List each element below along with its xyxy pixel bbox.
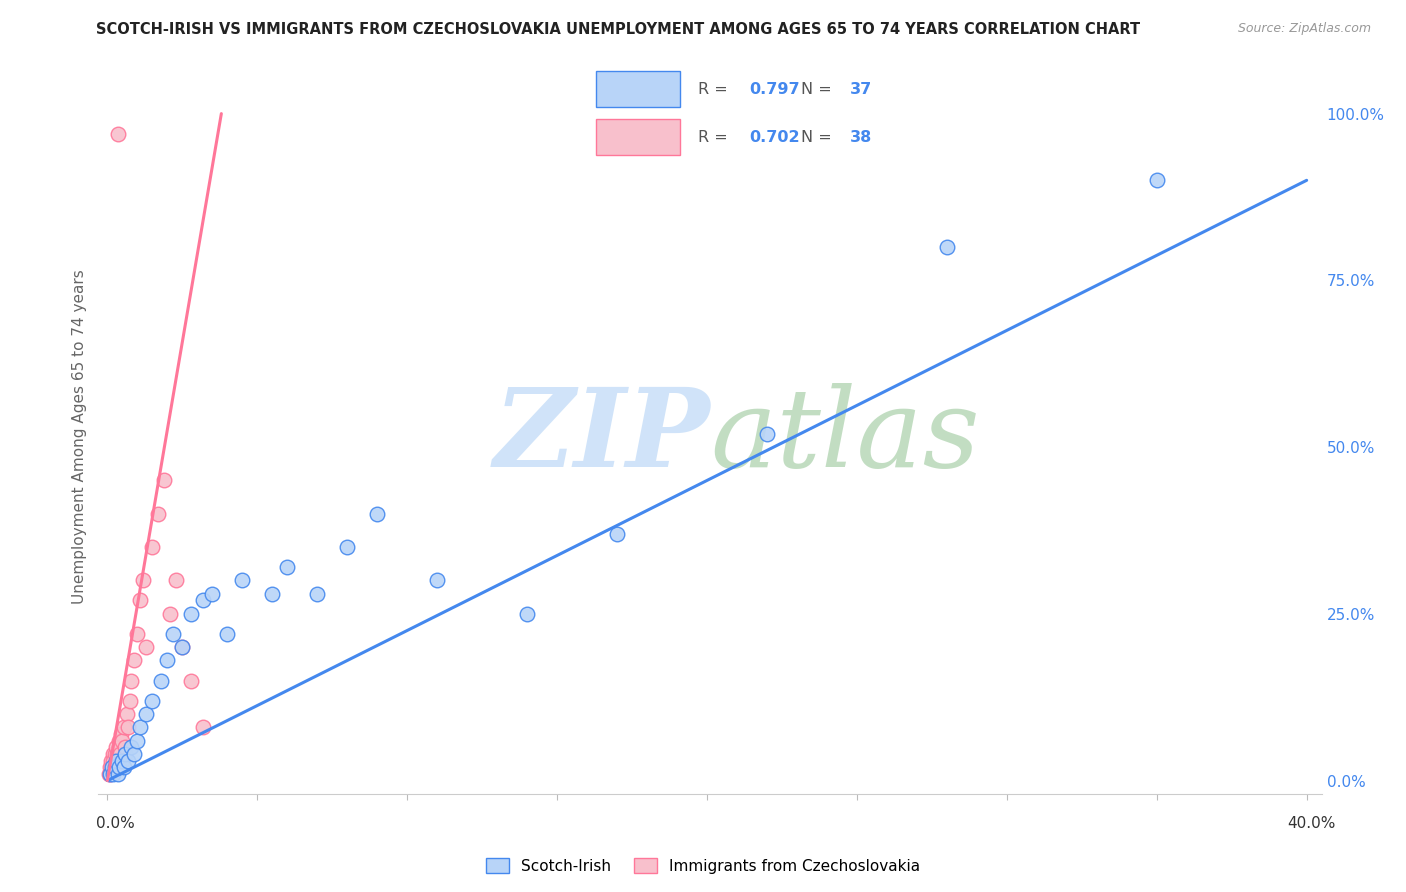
Text: SCOTCH-IRISH VS IMMIGRANTS FROM CZECHOSLOVAKIA UNEMPLOYMENT AMONG AGES 65 TO 74 : SCOTCH-IRISH VS IMMIGRANTS FROM CZECHOSL… bbox=[96, 22, 1140, 37]
Point bbox=[124, 747, 146, 761]
Point bbox=[180, 607, 202, 621]
Text: N =: N = bbox=[801, 130, 837, 145]
Point bbox=[127, 627, 149, 641]
Text: N =: N = bbox=[801, 81, 837, 96]
Point bbox=[117, 754, 139, 768]
Legend: Scotch-Irish, Immigrants from Czechoslovakia: Scotch-Irish, Immigrants from Czechoslov… bbox=[479, 852, 927, 880]
Point bbox=[104, 747, 127, 761]
Point bbox=[129, 720, 152, 734]
Text: 40.0%: 40.0% bbox=[1288, 816, 1336, 830]
Point bbox=[104, 760, 127, 774]
Point bbox=[107, 127, 129, 141]
Point bbox=[100, 754, 122, 768]
Point bbox=[262, 587, 284, 601]
Point bbox=[114, 740, 136, 755]
Point bbox=[101, 760, 124, 774]
Text: Source: ZipAtlas.com: Source: ZipAtlas.com bbox=[1237, 22, 1371, 36]
Point bbox=[276, 560, 298, 574]
Point bbox=[756, 426, 779, 441]
Point bbox=[426, 574, 449, 588]
Point bbox=[172, 640, 194, 655]
Point bbox=[114, 747, 136, 761]
Point bbox=[108, 747, 131, 761]
Point bbox=[107, 767, 129, 781]
Point bbox=[135, 706, 157, 721]
Point bbox=[141, 693, 163, 707]
Point bbox=[104, 754, 127, 768]
Point bbox=[111, 754, 134, 768]
Text: 0.797: 0.797 bbox=[749, 81, 800, 96]
Point bbox=[201, 587, 224, 601]
Text: 0.702: 0.702 bbox=[749, 130, 800, 145]
Text: 0.0%: 0.0% bbox=[96, 816, 135, 830]
Point bbox=[1146, 173, 1168, 187]
Point bbox=[103, 754, 125, 768]
Point bbox=[107, 754, 129, 768]
Point bbox=[132, 574, 155, 588]
Point bbox=[103, 760, 125, 774]
Point bbox=[105, 740, 128, 755]
Point bbox=[129, 593, 152, 607]
Point bbox=[97, 767, 120, 781]
Point bbox=[100, 767, 122, 781]
Point bbox=[105, 754, 128, 768]
Text: ZIP: ZIP bbox=[494, 384, 710, 491]
Point bbox=[105, 747, 128, 761]
Point bbox=[150, 673, 173, 688]
Point bbox=[180, 673, 202, 688]
Point bbox=[110, 727, 132, 741]
Point bbox=[112, 720, 135, 734]
Point bbox=[153, 474, 176, 488]
Point bbox=[103, 767, 125, 781]
Point bbox=[115, 706, 138, 721]
Point bbox=[516, 607, 538, 621]
Point bbox=[165, 574, 187, 588]
Y-axis label: Unemployment Among Ages 65 to 74 years: Unemployment Among Ages 65 to 74 years bbox=[72, 269, 87, 605]
Text: R =: R = bbox=[699, 130, 734, 145]
Point bbox=[193, 720, 215, 734]
Text: 37: 37 bbox=[849, 81, 872, 96]
Point bbox=[120, 740, 142, 755]
Point bbox=[172, 640, 194, 655]
Point bbox=[124, 653, 146, 667]
Point bbox=[135, 640, 157, 655]
Point bbox=[336, 540, 359, 554]
Point bbox=[156, 653, 179, 667]
Point bbox=[100, 767, 122, 781]
Point bbox=[108, 733, 131, 747]
Point bbox=[231, 574, 253, 588]
Point bbox=[217, 627, 239, 641]
Point bbox=[101, 747, 124, 761]
Point bbox=[935, 240, 957, 254]
Point bbox=[112, 760, 135, 774]
Point bbox=[101, 760, 124, 774]
Point bbox=[117, 720, 139, 734]
Point bbox=[141, 540, 163, 554]
Point bbox=[366, 507, 388, 521]
Point bbox=[307, 587, 329, 601]
Point bbox=[148, 507, 170, 521]
Point bbox=[108, 740, 131, 755]
Point bbox=[606, 526, 628, 541]
Bar bbox=[596, 70, 681, 106]
Text: atlas: atlas bbox=[710, 384, 980, 491]
Bar bbox=[596, 119, 681, 155]
Point bbox=[118, 693, 141, 707]
Point bbox=[127, 733, 149, 747]
Point bbox=[111, 733, 134, 747]
Text: R =: R = bbox=[699, 81, 734, 96]
Text: 38: 38 bbox=[849, 130, 872, 145]
Point bbox=[162, 627, 184, 641]
Point bbox=[120, 673, 142, 688]
Point bbox=[98, 760, 121, 774]
Point bbox=[193, 593, 215, 607]
Point bbox=[108, 760, 131, 774]
Point bbox=[159, 607, 181, 621]
